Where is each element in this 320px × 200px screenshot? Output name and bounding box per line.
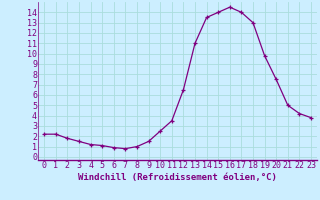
X-axis label: Windchill (Refroidissement éolien,°C): Windchill (Refroidissement éolien,°C) — [78, 173, 277, 182]
